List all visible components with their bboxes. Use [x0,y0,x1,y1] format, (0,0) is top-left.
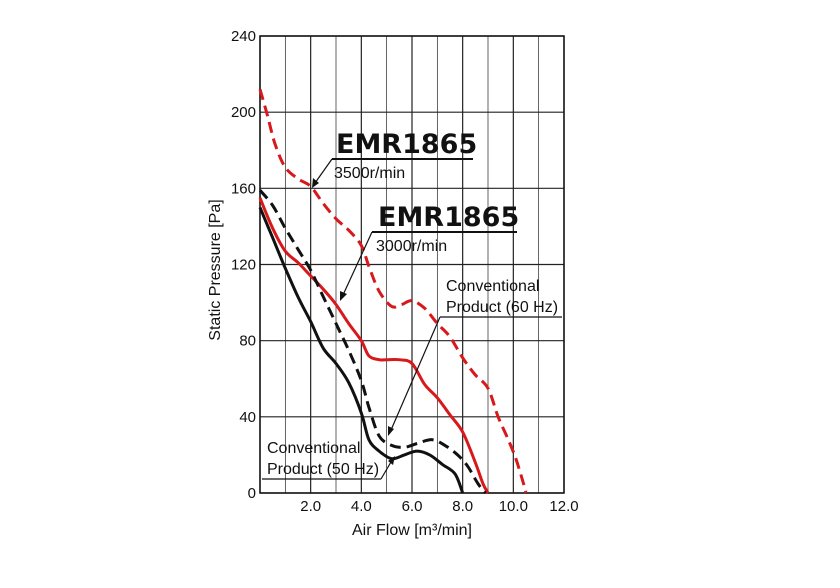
callout-subtitle-3000: 3000r/min [376,238,447,255]
callout-arrowhead-60hz [388,426,394,436]
x-tick-label: 12.0 [549,498,578,515]
y-tick-label: 160 [231,180,256,197]
callout-line2-50hz: Product (50 Hz) [267,461,379,478]
grid-lines [259,35,565,494]
x-tick-label: 2.0 [300,498,321,515]
callout-title-3500: EMR1865 [336,129,477,160]
plot-frame [259,35,565,494]
callout-arrowhead-50hz [388,456,395,465]
callout-emr1865-3500: EMR1865 3500r/min [312,129,477,188]
callout-emr1865-3000: EMR1865 3000r/min [340,202,519,301]
x-tick-label: 10.0 [499,498,528,515]
callout-leader-50hz [380,461,392,480]
callout-leader-60hz [390,316,441,431]
y-tick-label: 0 [248,485,256,502]
callout-leader-3000 [342,231,373,296]
y-tick-label: 80 [239,333,256,350]
series-line-0 [258,88,528,494]
callout-line2-60hz: Product (60 Hz) [446,299,558,316]
x-tick-label: 6.0 [402,498,423,515]
series-line-3 [258,206,465,494]
series-line-2 [258,189,487,494]
y-tick-label: 200 [231,104,256,121]
callout-conventional-60hz: Conventional Product (60 Hz) [388,278,562,436]
y-axis-label: Static Pressure [Pa] [207,199,224,340]
callout-arrowhead-3500 [312,178,319,188]
series-lines [258,88,528,494]
x-tick-label: 4.0 [351,498,372,515]
callout-title-3000: EMR1865 [378,202,519,233]
callout-arrowhead-3000 [340,291,347,301]
x-axis-label: Air Flow [m³/min] [352,522,472,539]
series-line-1 [258,197,490,494]
callout-line1-50hz: Conventional [267,440,360,457]
callout-leader-3500 [314,158,333,184]
x-tick-label: 8.0 [452,498,473,515]
y-tick-label: 240 [231,28,256,45]
y-tick-label: 120 [231,257,256,274]
callout-conventional-50hz: Conventional Product (50 Hz) [262,440,395,480]
tick-labels: 0 40 80 120 160 200 240 2.0 4.0 6.0 8.0 10.0 12.0 [231,28,579,515]
y-tick-label: 40 [239,409,256,426]
callout-line1-60hz: Conventional [446,278,539,295]
callout-subtitle-3500: 3500r/min [334,165,405,182]
